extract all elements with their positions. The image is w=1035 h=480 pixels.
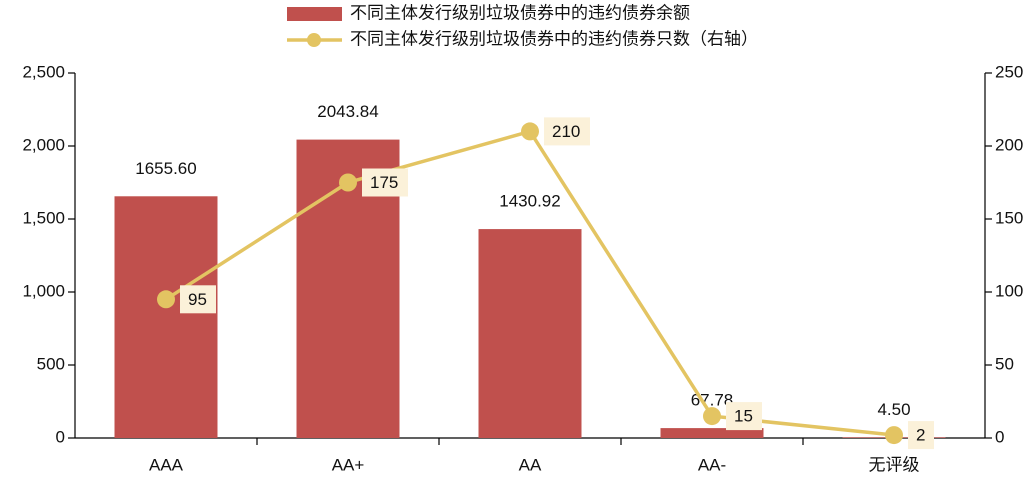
point-label: 2 <box>916 426 925 445</box>
x-tick-label: AA- <box>698 455 726 474</box>
point-label-box <box>180 285 216 314</box>
y2-tick-label: 250 <box>995 62 1023 81</box>
y-tick-label: 2,500 <box>22 62 65 81</box>
y2-tick-label: 50 <box>995 354 1014 373</box>
legend-label: 不同主体发行级别垃圾债券中的违约债券余额 <box>350 3 690 22</box>
bar-value-label: 4.50 <box>877 400 910 419</box>
line-point <box>703 407 721 426</box>
line-point <box>339 173 357 192</box>
x-tick-label: AA <box>519 455 542 474</box>
point-label: 175 <box>370 173 398 192</box>
legend-label: 不同主体发行级别垃圾债券中的违约债券只数（右轴） <box>350 29 758 48</box>
bar-value-label: 2043.84 <box>317 102 378 121</box>
x-tick-label: AAA <box>149 455 184 474</box>
point-label: 210 <box>552 122 580 141</box>
point-label-box <box>908 421 934 450</box>
y2-tick-label: 0 <box>995 427 1004 446</box>
y2-tick-label: 100 <box>995 281 1023 300</box>
y2-tick-label: 200 <box>995 135 1023 154</box>
point-label: 15 <box>734 407 753 426</box>
line-point <box>157 290 175 309</box>
bar-value-label: 1430.92 <box>499 192 560 211</box>
y-tick-label: 0 <box>56 427 65 446</box>
x-tick-label: AA+ <box>332 455 365 474</box>
x-tick-label: 无评级 <box>869 455 920 474</box>
line-point <box>521 122 539 141</box>
y-tick-label: 2,000 <box>22 135 65 154</box>
y-tick-label: 1,000 <box>22 281 65 300</box>
legend-marker <box>307 33 321 47</box>
point-label-box <box>726 402 762 431</box>
bar-value-label: 67.78 <box>691 391 734 410</box>
y-tick-label: 1,500 <box>22 208 65 227</box>
point-label: 95 <box>188 290 207 309</box>
bar <box>114 196 218 438</box>
legend-swatch <box>287 7 342 21</box>
point-label-box <box>362 168 408 197</box>
bar <box>478 229 582 438</box>
y-tick-label: 500 <box>37 354 65 373</box>
bar <box>660 428 764 438</box>
y2-tick-label: 150 <box>995 208 1023 227</box>
bar-value-label: 1655.60 <box>135 159 196 178</box>
line-point <box>885 426 903 445</box>
point-label-box <box>544 117 590 146</box>
